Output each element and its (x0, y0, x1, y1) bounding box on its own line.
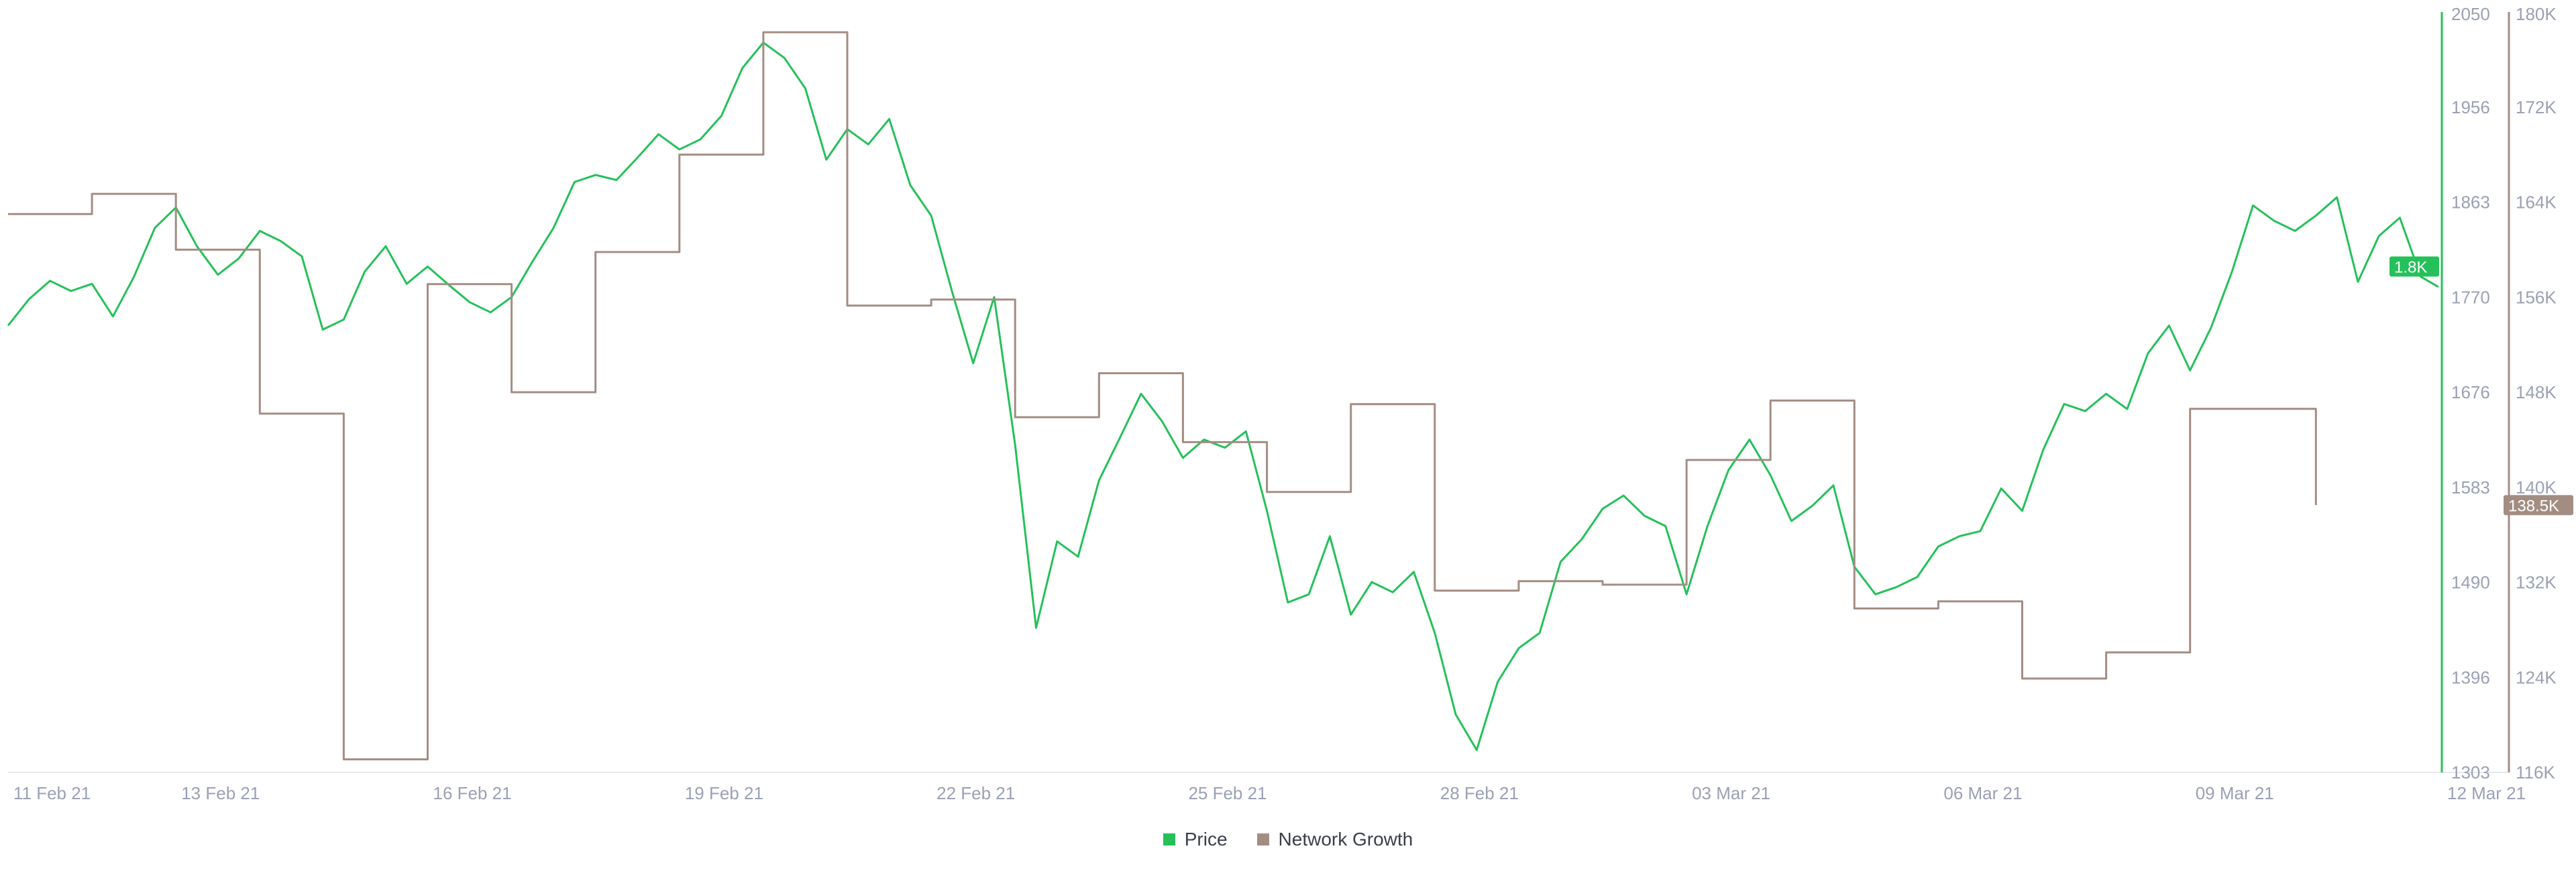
price-axis-tick: 1396 (2451, 667, 2490, 687)
price-axis-tick: 1490 (2451, 573, 2490, 593)
network-growth-axis-tick: 116K (2516, 762, 2555, 782)
legend-item-price[interactable]: Price (1163, 829, 1228, 850)
legend-item-network-growth[interactable]: Network Growth (1256, 829, 1413, 850)
chart-legend: Price Network Growth (0, 823, 2576, 856)
network-growth-axis-tick: 140K (2516, 477, 2557, 498)
network-growth-axis-tick: 172K (2516, 97, 2557, 117)
network-growth-axis-tick: 156K (2516, 287, 2557, 307)
x-axis-tick: 09 Mar 21 (2196, 783, 2274, 803)
svg-text:138.5K: 138.5K (2508, 497, 2559, 515)
axes-layer (8, 12, 2510, 773)
network-growth-axis-tick: 148K (2516, 382, 2557, 402)
price-axis-tick: 1583 (2451, 477, 2490, 498)
x-axis-tick: 16 Feb 21 (433, 783, 512, 803)
legend-swatch-price (1163, 833, 1175, 845)
price-axis-tick: 2050 (2451, 4, 2490, 24)
price-axis-tick: 1956 (2451, 97, 2490, 117)
series-layer (7, 31, 2439, 760)
x-axis-tick: 06 Mar 21 (1943, 783, 2022, 803)
x-axis-tick: 11 Feb 21 (13, 783, 91, 803)
network-growth-current-badge: 138.5K (2504, 495, 2573, 516)
price-axis-tick: 1303 (2451, 762, 2490, 782)
network-growth-axis-tick: 132K (2516, 573, 2557, 593)
labels-layer: 1303 116K 1396 124K 1490 132K 1583 140K 1676 148K… (13, 4, 2573, 803)
x-axis-tick: 12 Mar 21 (2447, 783, 2526, 803)
price-axis-tick: 1676 (2451, 382, 2490, 402)
series-line-price (7, 42, 2439, 752)
x-axis-tick: 28 Feb 21 (1440, 783, 1519, 803)
x-axis-tick: 13 Feb 21 (181, 783, 260, 803)
network-growth-axis-tick: 164K (2516, 192, 2557, 213)
legend-label-network-growth: Network Growth (1278, 829, 1413, 850)
legend-swatch-network-growth (1256, 833, 1269, 845)
x-axis-tick: 03 Mar 21 (1692, 783, 1770, 803)
price-current-badge: 1.8K (2390, 256, 2439, 277)
network-growth-axis-tick: 124K (2516, 667, 2557, 687)
price-axis-tick: 1770 (2451, 287, 2490, 307)
svg-text:1.8K: 1.8K (2394, 259, 2427, 277)
x-axis-tick: 25 Feb 21 (1188, 783, 1267, 803)
price-axis-tick: 1863 (2451, 192, 2490, 213)
x-axis-tick: 19 Feb 21 (685, 783, 763, 803)
x-axis-tick: 22 Feb 21 (936, 783, 1015, 803)
series-line-network-growth (8, 31, 2317, 760)
network-growth-axis-tick: 180K (2516, 4, 2557, 24)
legend-label-price: Price (1184, 829, 1228, 850)
